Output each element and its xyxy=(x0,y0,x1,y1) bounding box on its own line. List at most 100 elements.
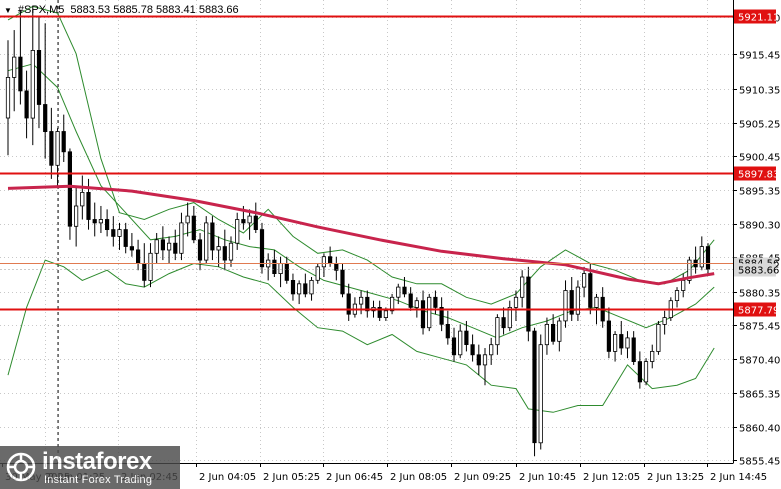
candle-body xyxy=(427,296,432,329)
candle-body xyxy=(396,286,401,298)
candle-body xyxy=(594,296,599,308)
candle xyxy=(619,320,624,355)
candle xyxy=(489,337,494,365)
instaforex-logo-icon xyxy=(6,452,36,482)
candle-body xyxy=(656,323,661,352)
candle-body xyxy=(445,323,450,339)
candle-body xyxy=(563,290,568,322)
x-tick-label: 2 Jun 06:45 xyxy=(326,472,383,483)
bollinger-upper-line xyxy=(7,5,715,305)
grid xyxy=(0,0,733,463)
candle xyxy=(476,344,481,376)
candle xyxy=(451,327,457,362)
candle-body xyxy=(259,229,265,268)
candle-body xyxy=(30,50,35,119)
candle xyxy=(67,148,72,240)
x-tick-label: 2 Jun 09:25 xyxy=(454,472,511,483)
plot-area xyxy=(0,0,733,463)
candle xyxy=(253,202,258,234)
candle-body xyxy=(210,222,215,251)
candle-body xyxy=(321,256,327,268)
candle xyxy=(563,280,568,328)
candle xyxy=(402,276,407,298)
candle xyxy=(18,9,23,105)
candle xyxy=(544,317,550,355)
candle-body xyxy=(67,151,72,227)
candle-body xyxy=(544,323,550,346)
candle xyxy=(173,229,178,261)
candle xyxy=(129,233,134,257)
candle-body xyxy=(191,215,196,241)
candle-body xyxy=(327,256,333,264)
moving-average xyxy=(7,184,715,286)
candle xyxy=(532,327,537,457)
candle-body xyxy=(513,296,519,308)
candle-body xyxy=(588,273,593,308)
watermark: instaforex Instant Forex Trading xyxy=(0,446,180,489)
candle xyxy=(495,314,500,355)
candle xyxy=(309,276,314,301)
candle-body xyxy=(674,290,680,302)
y-tick-label: 5915.45 xyxy=(739,51,780,62)
candle-body xyxy=(606,320,612,352)
candle xyxy=(55,128,60,186)
candle-body xyxy=(650,350,655,362)
candle-body xyxy=(98,219,103,224)
candle xyxy=(643,358,649,386)
candle-body xyxy=(526,276,531,332)
candle xyxy=(538,334,543,450)
candle-body xyxy=(389,296,395,312)
candle-body xyxy=(414,300,419,308)
y-tick-label: 5875.45 xyxy=(739,322,780,333)
candle xyxy=(111,216,116,247)
candle-body xyxy=(80,191,85,207)
levels xyxy=(0,15,733,311)
candle xyxy=(247,209,252,240)
candle xyxy=(36,16,42,129)
candle-body xyxy=(365,296,370,312)
candle xyxy=(705,243,711,274)
candle-body xyxy=(631,337,636,362)
y-tick-label: 5880.35 xyxy=(739,289,780,300)
dropdown-triangle-icon[interactable]: ▼ xyxy=(4,5,12,15)
candle xyxy=(160,226,165,261)
chart-header: ▼ #SPX,M5 5883.53 5885.78 5883.41 5883.6… xyxy=(0,0,239,20)
candle xyxy=(507,300,512,332)
x-tick-label: 2 Jun 04:05 xyxy=(199,472,256,483)
candle-body xyxy=(55,131,60,166)
candle xyxy=(427,293,432,332)
candle xyxy=(197,233,203,271)
candle xyxy=(210,216,215,261)
candle-body xyxy=(699,246,704,268)
candle xyxy=(656,320,661,355)
candle xyxy=(551,314,556,345)
candle xyxy=(117,222,122,250)
candle-body xyxy=(160,239,165,251)
candle-body xyxy=(433,296,438,308)
candle xyxy=(154,233,159,264)
moving-average-line xyxy=(7,184,715,286)
candle xyxy=(414,297,419,318)
candle-body xyxy=(402,286,407,295)
candle xyxy=(80,175,85,220)
candle-body xyxy=(687,259,692,281)
candle xyxy=(464,320,469,352)
candle-body xyxy=(24,90,29,119)
candle-body xyxy=(643,361,649,383)
current-price-label-box xyxy=(734,263,776,277)
candle xyxy=(123,222,128,254)
ohlc-readout: 5883.53 5885.78 5883.41 5883.66 xyxy=(70,4,239,16)
candle-body xyxy=(235,219,240,244)
candle xyxy=(606,307,612,359)
candle-body xyxy=(637,361,643,383)
candle xyxy=(526,266,531,342)
candle xyxy=(470,334,475,362)
candle-body xyxy=(309,279,314,295)
candle xyxy=(43,23,48,159)
candle-body xyxy=(625,337,630,349)
current-price-label: 5883.66 xyxy=(738,266,779,277)
candle-body xyxy=(705,246,711,270)
candle xyxy=(575,280,581,321)
